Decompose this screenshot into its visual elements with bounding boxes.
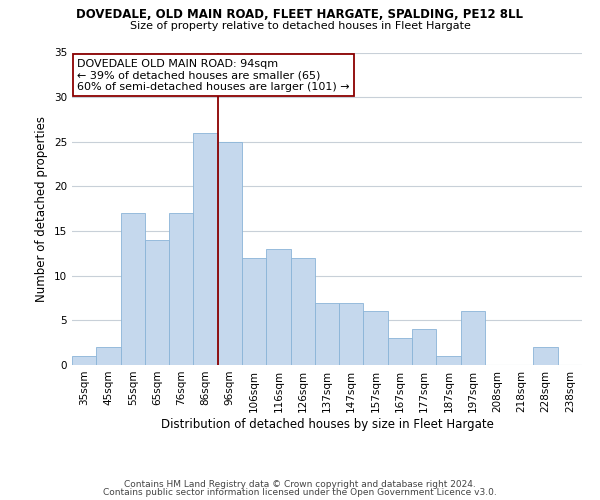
Text: DOVEDALE, OLD MAIN ROAD, FLEET HARGATE, SPALDING, PE12 8LL: DOVEDALE, OLD MAIN ROAD, FLEET HARGATE, … <box>77 8 523 20</box>
Bar <box>218 142 242 365</box>
Bar <box>169 213 193 365</box>
Text: Size of property relative to detached houses in Fleet Hargate: Size of property relative to detached ho… <box>130 21 470 31</box>
Bar <box>145 240 169 365</box>
Bar <box>193 133 218 365</box>
Bar <box>412 330 436 365</box>
Bar <box>96 347 121 365</box>
Bar <box>436 356 461 365</box>
Bar <box>339 302 364 365</box>
Bar <box>242 258 266 365</box>
Text: DOVEDALE OLD MAIN ROAD: 94sqm
← 39% of detached houses are smaller (65)
60% of s: DOVEDALE OLD MAIN ROAD: 94sqm ← 39% of d… <box>77 58 350 92</box>
Bar <box>461 312 485 365</box>
Bar <box>72 356 96 365</box>
Bar <box>121 213 145 365</box>
Bar <box>388 338 412 365</box>
Y-axis label: Number of detached properties: Number of detached properties <box>35 116 49 302</box>
Bar <box>364 312 388 365</box>
Text: Contains public sector information licensed under the Open Government Licence v3: Contains public sector information licen… <box>103 488 497 497</box>
X-axis label: Distribution of detached houses by size in Fleet Hargate: Distribution of detached houses by size … <box>161 418 493 430</box>
Bar <box>315 302 339 365</box>
Bar <box>290 258 315 365</box>
Bar <box>266 249 290 365</box>
Text: Contains HM Land Registry data © Crown copyright and database right 2024.: Contains HM Land Registry data © Crown c… <box>124 480 476 489</box>
Bar <box>533 347 558 365</box>
